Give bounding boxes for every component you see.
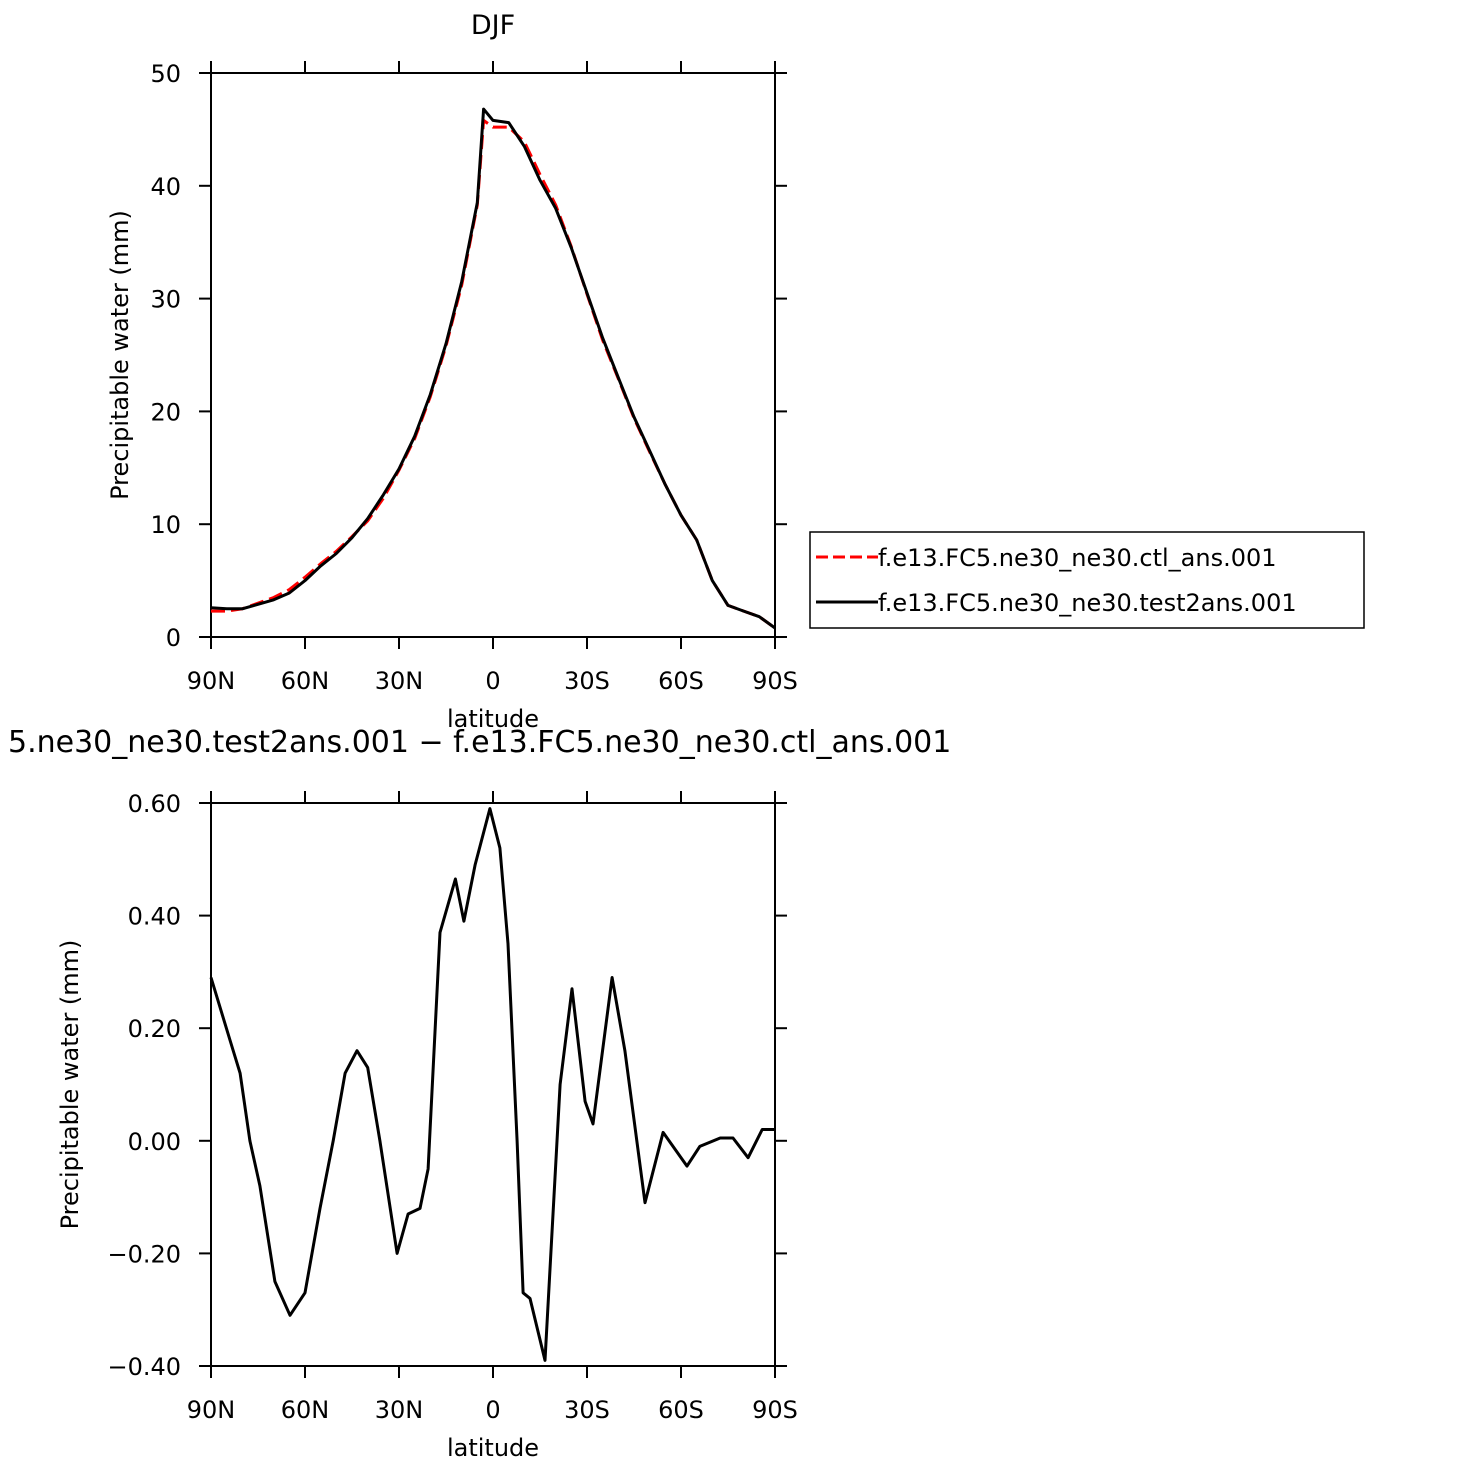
legend-label: f.e13.FC5.ne30_ne30.test2ans.001 [878,589,1297,617]
legend-label: f.e13.FC5.ne30_ne30.ctl_ans.001 [878,544,1277,572]
y-tick-label: 30 [150,286,181,314]
x-tick-label: 60S [658,1396,704,1424]
x-axis-label: latitude [447,705,539,733]
panel: 5.ne30_ne30.test2ans.001 − f.e13.FC5.ne3… [8,725,951,1462]
plot-frame [210,802,776,1367]
y-tick-label: 50 [150,60,181,88]
legend-box [809,531,1365,629]
y-axis-label: Precipitable water (mm) [106,210,134,500]
y-tick-label: 10 [150,511,181,539]
x-tick-label: 90S [752,667,798,695]
x-tick-label: 60S [658,667,704,695]
y-tick-label: 0.20 [128,1015,181,1043]
y-tick-label: 40 [150,173,181,201]
x-tick-label: 60N [281,667,330,695]
y-tick-label: 0.40 [128,903,181,931]
y-tick-label: −0.20 [107,1240,181,1268]
chart-title: DJF [471,10,515,41]
x-tick-label: 30S [564,1396,610,1424]
series-line [211,118,776,630]
y-tick-label: 0.60 [128,790,181,818]
y-axis-label: Precipitable water (mm) [56,940,84,1230]
x-tick-label: 90N [187,1396,236,1424]
x-tick-label: 60N [281,1396,330,1424]
y-tick-label: 0.00 [128,1128,181,1156]
x-axis-label: latitude [447,1434,539,1462]
y-tick-label: 20 [150,398,181,426]
x-tick-label: 30S [564,667,610,695]
y-tick-label: 0 [166,624,181,652]
chart-title: 5.ne30_ne30.test2ans.001 − f.e13.FC5.ne3… [8,725,951,760]
x-tick-label: 0 [485,667,500,695]
x-tick-label: 90S [752,1396,798,1424]
x-tick-label: 0 [485,1396,500,1424]
x-tick-label: 90N [187,667,236,695]
series-line [209,807,775,1362]
plot-frame [210,72,776,638]
panel: DJF 90N 60N 30N 0 30S 60S 90S 0 10 20 30 40 50 latitud… [106,10,1365,733]
x-tick-label: 30N [375,667,424,695]
y-tick-label: −0.40 [107,1353,181,1381]
x-tick-label: 30N [375,1396,424,1424]
series-line [210,107,776,630]
